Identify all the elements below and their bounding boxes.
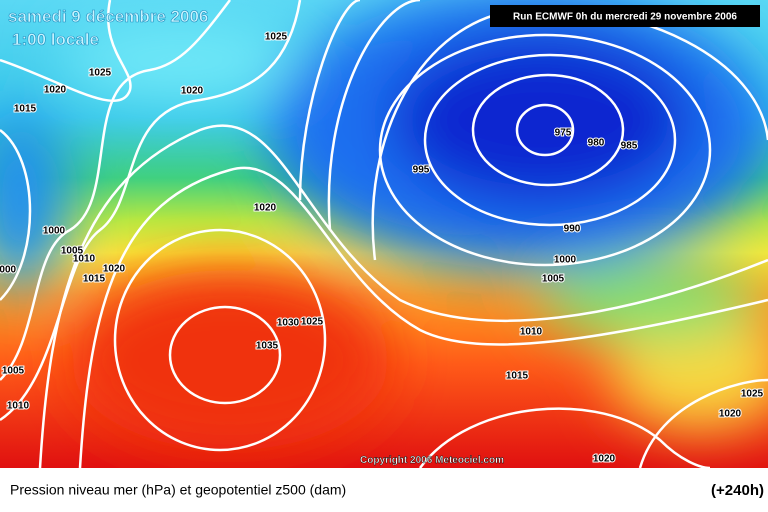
run-box bbox=[490, 5, 760, 27]
isobar-label: 1010 bbox=[7, 401, 30, 412]
isobar-label: 1015 bbox=[506, 371, 529, 382]
isobar-label: 1020 bbox=[254, 203, 277, 214]
map-date: samedi 9 décembre 2006 bbox=[8, 7, 208, 26]
isobar-label: 1020 bbox=[103, 264, 126, 275]
isobar-label: 995 bbox=[413, 165, 430, 176]
run-info: Run ECMWF 0h du mercredi 29 novembre 200… bbox=[513, 12, 737, 23]
isobar-label: 985 bbox=[621, 141, 638, 152]
isobar-label: 1005 bbox=[61, 246, 84, 257]
isobar-label: 975 bbox=[555, 128, 572, 139]
isobars bbox=[0, 0, 768, 468]
footer bbox=[0, 468, 768, 512]
caption: Pression niveau mer (hPa) et geopotentie… bbox=[10, 482, 346, 498]
isobar-label: 1010 bbox=[73, 254, 96, 265]
isobar-label: 1035 bbox=[256, 341, 279, 352]
copyright: Copyright 2006 Meteociel.com bbox=[360, 455, 504, 466]
isobar-label: 1020 bbox=[181, 86, 204, 97]
isobar-label: 1020 bbox=[593, 454, 616, 465]
isobar-label: 1015 bbox=[14, 104, 37, 115]
isobar-label: 1000 bbox=[0, 265, 17, 276]
isobar-label: 1010 bbox=[520, 327, 543, 338]
map-time: 1:00 locale bbox=[12, 30, 99, 49]
isobar-label: 1025 bbox=[301, 317, 324, 328]
isobar-label: 1025 bbox=[89, 68, 112, 79]
isobar-label: 1005 bbox=[542, 274, 565, 285]
isobar-label: 1005 bbox=[2, 366, 25, 377]
map-background bbox=[0, 0, 768, 468]
isobar-label: 1020 bbox=[44, 85, 67, 96]
isobar-label: 1000 bbox=[554, 255, 577, 266]
isobar-label: 980 bbox=[588, 138, 605, 149]
isobar-label: 1000 bbox=[43, 226, 66, 237]
isobar-label: 990 bbox=[564, 224, 581, 235]
forecast-lead: (+240h) bbox=[711, 482, 764, 499]
isobar-label: 1025 bbox=[265, 32, 288, 43]
isobar-label: 1030 bbox=[277, 318, 300, 329]
isobar-label: 1015 bbox=[83, 274, 106, 285]
isobar-label: 1025 bbox=[741, 389, 764, 400]
isobar-label: 1020 bbox=[719, 409, 742, 420]
